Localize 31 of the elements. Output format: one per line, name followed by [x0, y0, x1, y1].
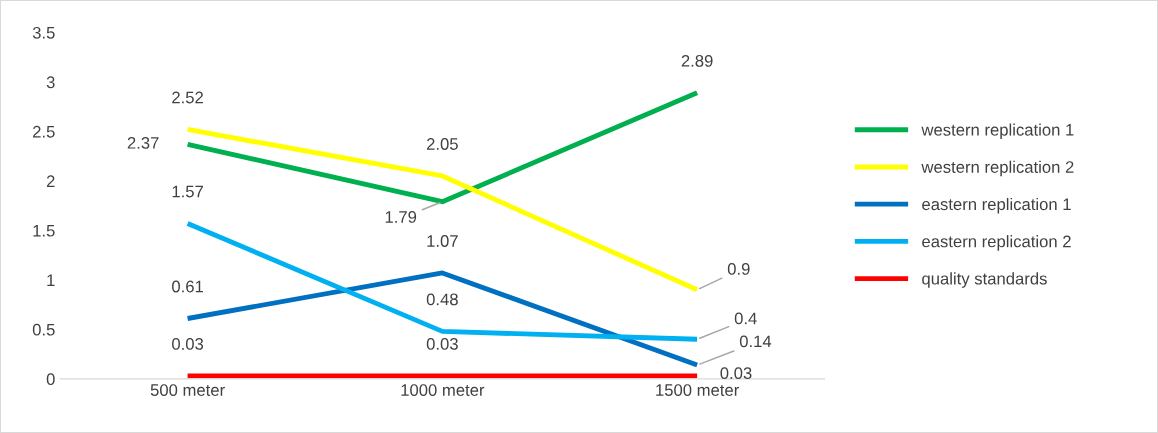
legend-label: western replication 1	[921, 123, 1074, 140]
legend-label: western replication 2	[921, 160, 1074, 177]
y-tick-label: 3.5	[32, 26, 55, 39]
y-tick-label: 2	[46, 175, 55, 187]
legend-label: eastern replication 2	[922, 235, 1071, 251]
x-tick-label: 1500 meter	[656, 384, 739, 396]
data-label: 0.03	[720, 367, 752, 379]
x-tick-label: 1000 meter	[401, 384, 485, 396]
y-tick-label: 1.5	[33, 224, 55, 237]
legend-label: quality standards	[922, 272, 1047, 288]
data-label: 0.4	[734, 312, 757, 325]
x-tick-label: 500 meter	[150, 384, 225, 396]
y-tick-label: 3	[46, 76, 55, 89]
data-label: 0.9	[727, 263, 750, 275]
data-label: 2.37	[127, 136, 159, 149]
y-tick-label: 0.5	[32, 323, 55, 336]
data-label: 2.52	[172, 91, 203, 104]
y-tick-label: 2.5	[33, 125, 55, 138]
legend-label: eastern replication 1	[922, 197, 1071, 214]
data-label: 1.79	[385, 211, 417, 223]
data-label: 2.89	[681, 54, 713, 67]
data-label: 1.57	[172, 185, 203, 198]
y-tick-label: 1	[47, 274, 55, 286]
data-label: 0.48	[426, 293, 458, 306]
data-label: 0.03	[426, 338, 458, 350]
data-label: 0.14	[739, 335, 772, 348]
data-label: 0.61	[172, 280, 203, 293]
data-label: 2.05	[426, 138, 458, 150]
y-tick-label: 0	[46, 373, 55, 386]
data-label: 0.03	[172, 338, 204, 350]
data-label: 1.07	[427, 235, 458, 247]
